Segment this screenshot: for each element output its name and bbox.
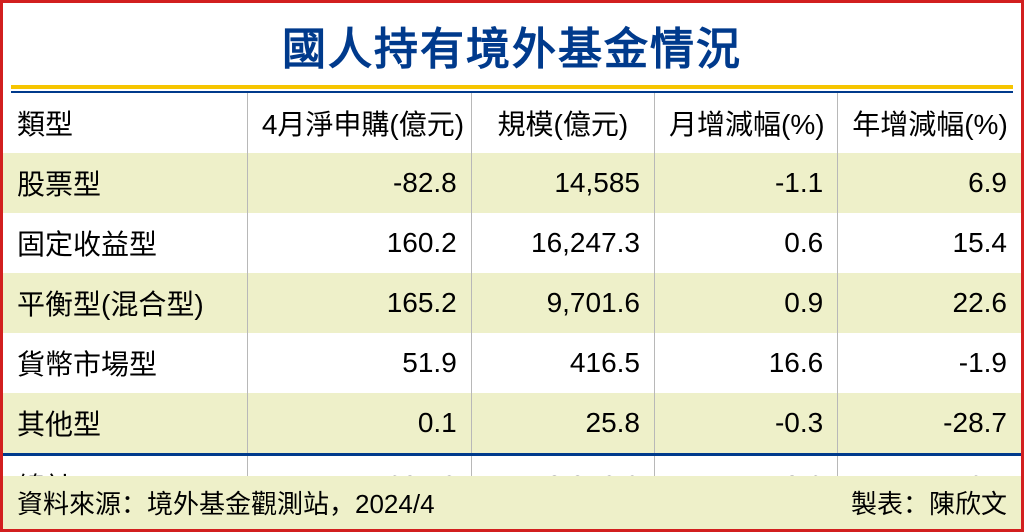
row-value: 25.8 bbox=[471, 393, 654, 455]
row-value: 9,701.6 bbox=[471, 273, 654, 333]
col-header: 4月淨申購(億元) bbox=[247, 93, 471, 153]
table-frame: 國人持有境外基金情況 類型4月淨申購(億元)規模(億元)月增減幅(%)年增減幅(… bbox=[0, 0, 1024, 532]
table-title: 國人持有境外基金情況 bbox=[3, 3, 1021, 85]
row-label: 其他型 bbox=[3, 393, 247, 455]
row-label: 股票型 bbox=[3, 153, 247, 213]
row-value: 160.2 bbox=[247, 213, 471, 273]
row-value: 16.6 bbox=[655, 333, 838, 393]
row-label: 平衡型(混合型) bbox=[3, 273, 247, 333]
row-value: 6.9 bbox=[838, 153, 1021, 213]
fund-table: 類型4月淨申購(億元)規模(億元)月增減幅(%)年增減幅(%) 股票型-82.8… bbox=[3, 93, 1021, 516]
row-value: -1.9 bbox=[838, 333, 1021, 393]
row-value: -1.1 bbox=[655, 153, 838, 213]
table-head: 類型4月淨申購(億元)規模(億元)月增減幅(%)年增減幅(%) bbox=[3, 93, 1021, 153]
title-rule-top bbox=[11, 85, 1013, 89]
table-row: 股票型-82.814,585-1.16.9 bbox=[3, 153, 1021, 213]
row-value: 22.6 bbox=[838, 273, 1021, 333]
table-body: 股票型-82.814,585-1.16.9固定收益型160.216,247.30… bbox=[3, 153, 1021, 516]
row-value: 16,247.3 bbox=[471, 213, 654, 273]
row-value: 15.4 bbox=[838, 213, 1021, 273]
col-header: 規模(億元) bbox=[471, 93, 654, 153]
col-header: 月增減幅(%) bbox=[655, 93, 838, 153]
row-value: 14,585 bbox=[471, 153, 654, 213]
row-value: 0.6 bbox=[655, 213, 838, 273]
header-row: 類型4月淨申購(億元)規模(億元)月增減幅(%)年增減幅(%) bbox=[3, 93, 1021, 153]
row-value: -28.7 bbox=[838, 393, 1021, 455]
table-row: 平衡型(混合型)165.29,701.60.922.6 bbox=[3, 273, 1021, 333]
row-value: -0.3 bbox=[655, 393, 838, 455]
row-label: 固定收益型 bbox=[3, 213, 247, 273]
row-value: 51.9 bbox=[247, 333, 471, 393]
footer-author: 製表：陳欣文 bbox=[851, 484, 1007, 521]
col-header: 類型 bbox=[3, 93, 247, 153]
table-row: 其他型0.125.8-0.3-28.7 bbox=[3, 393, 1021, 455]
col-header: 年增減幅(%) bbox=[838, 93, 1021, 153]
row-label: 貨幣市場型 bbox=[3, 333, 247, 393]
row-value: 0.9 bbox=[655, 273, 838, 333]
table-footer: 資料來源：境外基金觀測站，2024/4 製表：陳欣文 bbox=[3, 476, 1021, 529]
row-value: 0.1 bbox=[247, 393, 471, 455]
row-value: 416.5 bbox=[471, 333, 654, 393]
table-row: 固定收益型160.216,247.30.615.4 bbox=[3, 213, 1021, 273]
footer-source: 資料來源：境外基金觀測站，2024/4 bbox=[17, 484, 435, 521]
row-value: -82.8 bbox=[247, 153, 471, 213]
row-value: 165.2 bbox=[247, 273, 471, 333]
table-row: 貨幣市場型51.9416.516.6-1.9 bbox=[3, 333, 1021, 393]
